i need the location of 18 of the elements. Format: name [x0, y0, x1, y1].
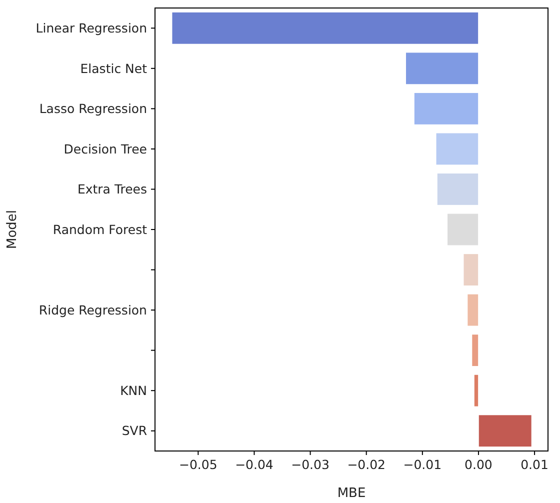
y-tick-label: Lasso Regression: [39, 101, 147, 116]
y-tick-label: Extra Trees: [77, 182, 147, 197]
y-tick-label: Random Forest: [52, 222, 148, 237]
x-tick-label: 0.01: [520, 457, 548, 472]
x-axis-title: MBE: [337, 486, 366, 501]
x-tick-label: −0.01: [403, 457, 442, 472]
y-tick-label: Ridge Regression: [38, 302, 147, 318]
y-tick-label: KNN: [120, 382, 147, 398]
x-tick-label: −0.03: [291, 457, 330, 472]
y-tick-label: Decision Tree: [64, 141, 148, 156]
y-tick-label: SVR: [122, 423, 148, 438]
x-tick-label: −0.05: [179, 457, 218, 472]
x-tick-label: 0.00: [464, 457, 492, 472]
y-tick-label: Elastic Net: [80, 60, 148, 76]
x-tick-label: −0.02: [347, 457, 386, 472]
x-tick-label: −0.04: [235, 457, 274, 472]
y-tick-label: Linear Regression: [36, 20, 147, 36]
y-axis-title: Model: [5, 210, 20, 250]
